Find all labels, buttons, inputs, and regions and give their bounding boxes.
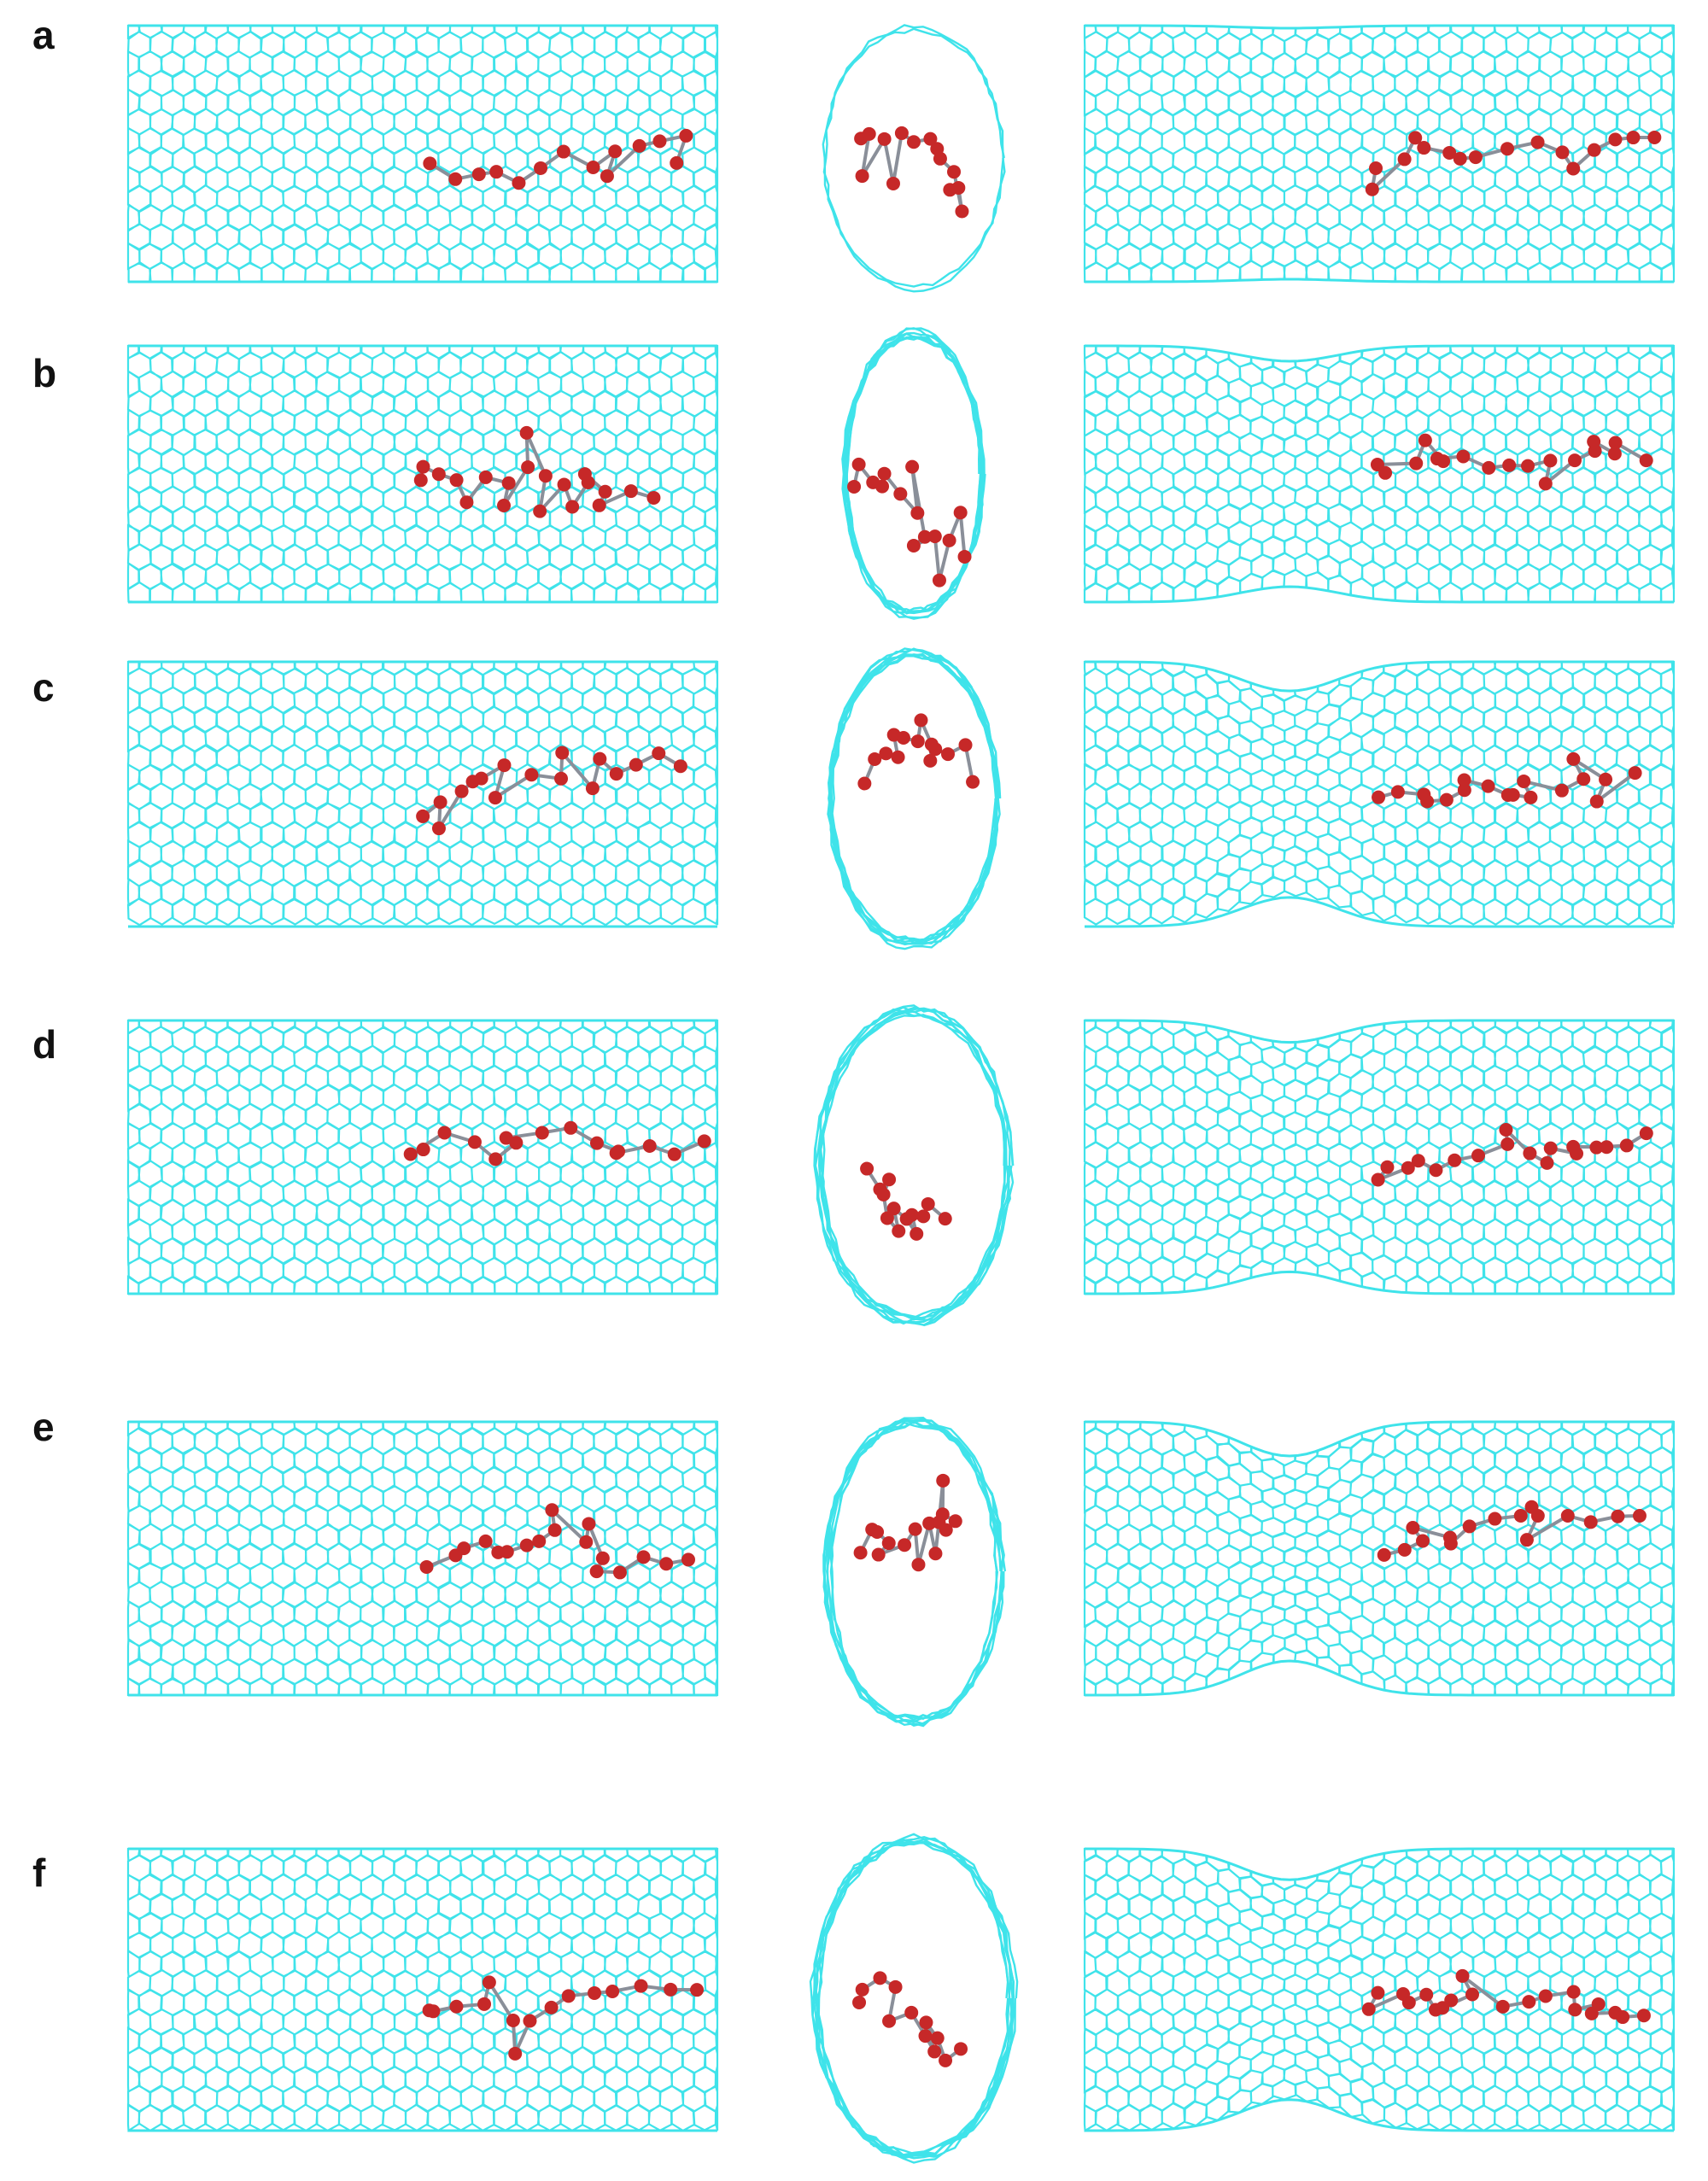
honeycomb-lattice bbox=[126, 344, 719, 604]
molecule-side-view-d bbox=[403, 1121, 711, 1167]
molecule-cross-section-c bbox=[857, 713, 980, 791]
molecule-cross-section-a bbox=[854, 126, 969, 219]
panel-label-f: f bbox=[32, 1851, 46, 1895]
molecule-side-view-b bbox=[413, 425, 661, 518]
honeycomb-lattice bbox=[1083, 24, 1676, 284]
nanotube-side-view-a bbox=[126, 24, 719, 284]
molecule-cross-section-b bbox=[847, 457, 972, 588]
molecule-top-view-c bbox=[1372, 752, 1642, 809]
nanotube-top-view-f bbox=[1083, 1847, 1676, 2132]
nanotube-side-view-e bbox=[126, 1420, 719, 1697]
panel-label-a: a bbox=[32, 13, 55, 57]
honeycomb-lattice bbox=[126, 1847, 719, 2132]
molecule-top-view-f bbox=[1361, 1968, 1651, 2024]
molecule-top-view-d bbox=[1371, 1123, 1653, 1187]
nanotube-cross-section-b bbox=[841, 327, 986, 620]
honeycomb-lattice bbox=[126, 660, 719, 927]
molecule-side-view-a bbox=[423, 128, 693, 190]
honeycomb-lattice bbox=[126, 1420, 719, 1697]
molecule-cross-section-e bbox=[853, 1473, 962, 1571]
panel-label-e: e bbox=[32, 1405, 55, 1449]
nanotube-side-view-c bbox=[126, 660, 719, 928]
nanotube-top-view-d bbox=[1083, 1019, 1676, 1295]
molecule-side-view-f bbox=[422, 1974, 705, 2061]
panel-label-b: b bbox=[32, 351, 57, 395]
nanotube-cross-section-a bbox=[822, 24, 1006, 293]
nanotube-side-view-f bbox=[126, 1847, 719, 2132]
molecule-top-view-a bbox=[1365, 130, 1662, 196]
nanotube-cross-section-c bbox=[827, 647, 1002, 950]
molecule-cross-section-f bbox=[852, 1970, 968, 2067]
honeycomb-lattice bbox=[1083, 1847, 1676, 2132]
molecule-side-view-e bbox=[419, 1503, 696, 1580]
panel-label-c: c bbox=[32, 665, 55, 710]
nanotube-cross-section-d bbox=[813, 1004, 1015, 1327]
panel-label-d: d bbox=[32, 1022, 57, 1067]
molecule-top-view-e bbox=[1377, 1500, 1647, 1563]
nanotube-top-view-e bbox=[1083, 1420, 1676, 1697]
nanotube-top-view-c bbox=[1083, 660, 1676, 928]
nanotube-cross-section-e bbox=[822, 1416, 1007, 1728]
molecule-cross-section-d bbox=[860, 1161, 952, 1241]
molecule-side-view-c bbox=[416, 746, 687, 836]
nanotube-cross-section-f bbox=[809, 1833, 1019, 2164]
honeycomb-lattice bbox=[1083, 1420, 1676, 1697]
nanotube-side-view-b bbox=[126, 344, 719, 604]
nanotube-side-view-d bbox=[126, 1019, 719, 1295]
nanotube-top-view-a bbox=[1083, 24, 1676, 284]
molecule-top-view-b bbox=[1370, 433, 1653, 491]
honeycomb-lattice bbox=[1083, 660, 1676, 927]
honeycomb-lattice bbox=[1083, 1019, 1676, 1295]
